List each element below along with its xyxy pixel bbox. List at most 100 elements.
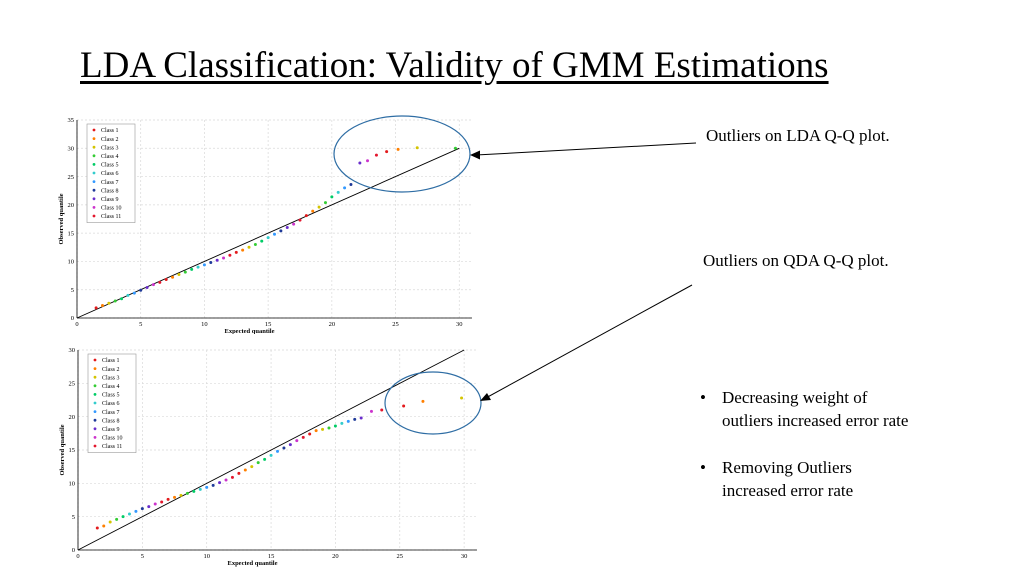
legend-label: Class 8 [101,188,119,194]
data-point [415,146,419,150]
arrow-lda [475,142,697,156]
bullet-item: • Decreasing weight of outliers increased… [700,386,910,432]
data-point [173,495,177,499]
data-point [292,222,296,226]
data-point [205,485,209,489]
legend-label: Class 8 [102,418,120,424]
legend-marker [93,375,97,379]
data-point [134,509,138,513]
data-point [158,280,162,284]
data-point [183,270,187,274]
data-point [196,265,200,269]
x-tick-label: 15 [268,553,275,560]
data-point [132,291,136,295]
data-point [380,408,384,412]
x-tick-label: 5 [139,321,142,328]
data-point [279,229,283,233]
legend-marker [93,444,97,448]
y-tick-label: 0 [72,547,75,554]
data-point [177,272,181,276]
legend-label: Class 11 [101,214,121,220]
data-point [298,218,302,222]
outlier-ellipse-lda [333,115,471,193]
data-point [453,146,457,150]
legend-label: Class 9 [102,427,120,433]
data-point [263,457,267,461]
data-point [269,453,273,457]
data-point [179,493,183,497]
data-point [301,435,305,439]
legend-label: Class 9 [101,197,119,203]
x-tick-label: 5 [141,553,144,560]
data-point [202,263,206,267]
x-tick-label: 25 [397,553,404,560]
slide-title: LDA Classification: Validity of GMM Esti… [80,45,829,86]
data-point [120,297,124,301]
reference-line [77,349,465,551]
data-point [145,285,149,289]
y-tick-label: 10 [68,259,75,266]
legend-label: Class 4 [102,384,120,390]
data-point [273,232,276,236]
data-point [402,404,406,408]
legend-marker [93,418,97,422]
qq-plot-lda: 0 5 10 15 20 25 30 0 5 10 15 20 25 30 35 Expected quant… [58,117,472,334]
qq-plot-qda: 0 5 10 15 20 25 30 0 5 10 15 20 25 30 Expected quantil… [59,347,477,567]
data-point [164,278,168,282]
data-point [358,161,362,165]
bullet-symbol: • [700,458,706,477]
x-tick-label: 30 [461,553,468,560]
arrow-qda [483,284,693,400]
data-point [224,478,228,482]
legend-marker [93,367,97,370]
data-point [396,147,400,151]
legend-marker [92,206,96,209]
data-point [343,186,347,190]
data-point [369,409,373,413]
data-point [366,159,370,163]
legend-marker [93,401,97,405]
y-tick-label: 35 [68,117,75,124]
y-tick-label: 30 [68,145,75,152]
data-point [288,443,292,447]
legend-label: Class 4 [101,154,119,160]
legend-marker [93,436,97,439]
legend-marker [92,214,96,218]
legend-label: Class 7 [101,180,119,186]
data-point [385,150,389,154]
data-point [311,209,315,213]
x-tick-label: 25 [392,321,399,328]
legend-label: Class 5 [101,163,119,169]
data-point [253,242,257,246]
data-point [460,396,464,400]
data-point [126,293,130,297]
data-point [113,299,117,303]
y-axis-label: Observed quantile [58,193,65,244]
legend-label: Class 1 [101,128,119,134]
y-tick-label: 20 [68,202,75,209]
x-axis-label: Expected quantile [227,560,277,567]
legend-marker [92,154,96,158]
data-point [127,512,131,516]
x-tick-label: 20 [332,553,339,560]
data-point [190,267,194,271]
data-point [115,517,119,521]
data-point [147,505,151,509]
data-point [314,429,318,433]
legend-marker [93,427,97,431]
y-tick-label: 20 [69,414,76,421]
data-point [185,491,189,495]
legend-label: Class 1 [102,358,120,364]
y-tick-label: 30 [69,347,76,354]
legend-label: Class 3 [102,375,120,381]
y-tick-label: 25 [68,174,75,181]
data-point [308,432,312,436]
legend-label: Class 11 [102,444,122,450]
data-point [121,515,125,519]
x-tick-label: 30 [456,321,463,328]
y-tick-label: 0 [71,315,74,322]
callout-qda: Outliers on QDA Q-Q plot. [703,251,889,270]
data-point [198,487,202,491]
data-point [282,446,286,450]
